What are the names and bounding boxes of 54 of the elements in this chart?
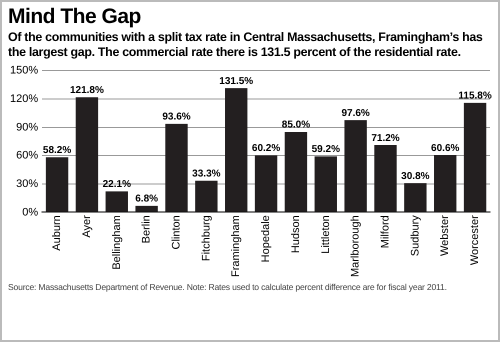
bar	[374, 145, 397, 212]
x-tick-label: Littleton	[320, 215, 332, 254]
chart-title: Mind The Gap	[8, 5, 142, 29]
data-label: 71.2%	[371, 132, 400, 144]
data-label: 6.8%	[135, 194, 158, 205]
x-tick-label: Ayer	[80, 214, 93, 238]
y-tick-label: 60%	[16, 150, 38, 162]
bar	[106, 191, 128, 212]
x-tick-label: Hopedale	[260, 215, 272, 262]
x-tick-label: Bellingham	[110, 215, 123, 270]
data-label: 22.1%	[102, 179, 132, 190]
bar	[344, 120, 367, 212]
data-label: 59.2%	[312, 144, 340, 156]
x-tick-label: Clinton	[170, 215, 183, 250]
y-tick-label: 0%	[22, 206, 38, 218]
y-tick-label: 30%	[16, 178, 38, 190]
bar	[76, 97, 98, 212]
bar	[284, 132, 308, 212]
data-label: 121.8%	[70, 84, 104, 96]
x-tick-label: Webster	[439, 214, 452, 256]
data-label: 93.6%	[162, 112, 191, 123]
data-label: 58.2%	[42, 145, 72, 156]
bar	[225, 88, 248, 212]
x-tick-label: Worcester	[469, 214, 482, 266]
data-label: 33.3%	[192, 168, 221, 180]
bar	[404, 183, 427, 212]
bar	[165, 124, 188, 212]
bar	[254, 155, 278, 212]
bar	[46, 157, 68, 212]
source-note: Source: Massachusetts Department of Revenue. Note: Rates used to calculate percent difference are for fiscal year 2011.	[8, 282, 448, 292]
x-tick-label: Marlborough	[350, 215, 362, 278]
bar	[135, 206, 158, 212]
data-label: 60.6%	[431, 142, 460, 154]
x-tick-label: Berlin	[140, 215, 153, 244]
bar	[434, 155, 456, 212]
y-tick-label: 150%	[10, 64, 38, 77]
data-label: 131.5%	[219, 76, 254, 87]
x-tick-label: Auburn	[51, 215, 64, 251]
x-tick-label: Milford	[380, 215, 392, 248]
chart-subtitle: Of the communities with a split tax rate in Central Massachusetts, Framingham’s has the largest gap. The commercial rate there is 131.5 percent of the residential rate.	[8, 30, 484, 60]
data-label: 60.2%	[252, 143, 280, 154]
x-tick-label: Framingham	[230, 215, 242, 277]
x-tick-label: Sudbury	[409, 214, 422, 256]
data-label: 85.0%	[282, 120, 310, 131]
bar	[314, 156, 337, 212]
bar	[195, 180, 218, 212]
x-tick-label: Hudson	[290, 215, 302, 254]
y-tick-label: 90%	[16, 121, 38, 134]
x-tick-label: Fitchburg	[200, 215, 212, 262]
bar	[464, 102, 486, 212]
data-label: 115.8%	[458, 90, 492, 102]
data-label: 30.8%	[401, 170, 430, 182]
data-label: 97.6%	[341, 108, 370, 119]
y-tick-label: 120%	[10, 92, 38, 105]
